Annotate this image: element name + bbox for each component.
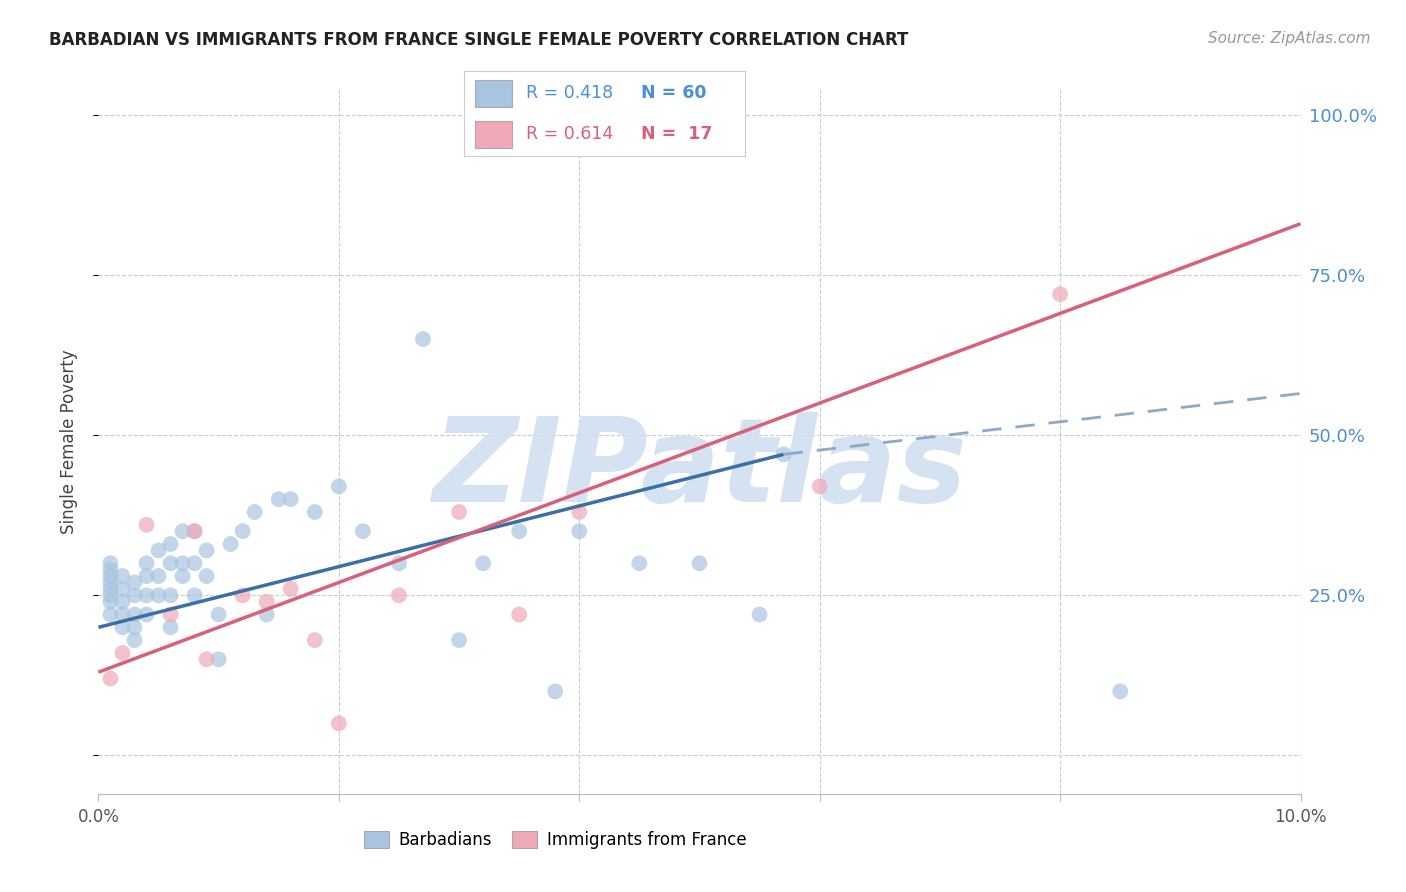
Point [100,595,122,609]
Point [124,620,146,634]
Point [159,556,181,570]
Point [243,505,266,519]
Point [100,607,122,622]
Point [183,524,205,539]
Point [172,569,194,583]
Point [628,556,651,570]
Point [748,607,770,622]
Point [100,672,122,686]
Point [388,588,411,602]
Point [232,524,254,539]
Point [111,607,134,622]
Point [1109,684,1132,698]
Point [183,556,205,570]
Point [172,524,194,539]
Point [100,582,122,596]
Point [195,543,218,558]
Point [280,582,302,596]
Point [447,505,470,519]
Point [689,556,711,570]
Point [111,569,134,583]
Point [508,524,530,539]
Point [352,524,374,539]
Text: BARBADIAN VS IMMIGRANTS FROM FRANCE SINGLE FEMALE POVERTY CORRELATION CHART: BARBADIAN VS IMMIGRANTS FROM FRANCE SING… [49,31,908,49]
Point [772,447,794,461]
Point [508,607,530,622]
Point [472,556,495,570]
Point [124,588,146,602]
Point [388,556,411,570]
Point [111,620,134,634]
Bar [475,120,512,147]
Point [568,505,591,519]
Point [183,588,205,602]
Bar [475,80,512,107]
Point [219,537,242,551]
Point [148,588,170,602]
Point [1049,287,1071,301]
Point [111,646,134,660]
Point [100,563,122,577]
Point [256,595,278,609]
Point [208,652,231,666]
Point [111,595,134,609]
Point [544,684,567,698]
Point [135,569,157,583]
Point [111,582,134,596]
Text: R = 0.614: R = 0.614 [526,125,613,143]
Point [135,588,157,602]
Legend: Barbadians, Immigrants from France: Barbadians, Immigrants from France [357,824,754,856]
Point [280,492,302,507]
Point [232,588,254,602]
Point [256,607,278,622]
Text: Source: ZipAtlas.com: Source: ZipAtlas.com [1208,31,1371,46]
Point [304,633,326,648]
Point [135,556,157,570]
Point [304,505,326,519]
Text: N = 60: N = 60 [641,84,707,102]
Point [100,575,122,590]
Point [100,556,122,570]
Point [124,607,146,622]
Point [568,524,591,539]
Point [124,575,146,590]
Point [159,537,181,551]
Point [159,607,181,622]
Point [195,652,218,666]
Y-axis label: Single Female Poverty: Single Female Poverty [59,350,77,533]
Point [124,633,146,648]
Point [148,569,170,583]
Point [328,479,350,493]
Text: N =  17: N = 17 [641,125,713,143]
Point [135,607,157,622]
Point [100,588,122,602]
Text: R = 0.418: R = 0.418 [526,84,613,102]
Point [148,543,170,558]
Point [100,569,122,583]
Text: ZIPatlas: ZIPatlas [432,412,967,527]
Point [447,633,470,648]
Point [208,607,231,622]
Point [195,569,218,583]
Point [328,716,350,731]
Point [267,492,290,507]
Point [135,517,157,532]
Point [172,556,194,570]
Point [808,479,831,493]
Point [412,332,434,346]
Point [159,620,181,634]
Point [159,588,181,602]
Point [183,524,205,539]
